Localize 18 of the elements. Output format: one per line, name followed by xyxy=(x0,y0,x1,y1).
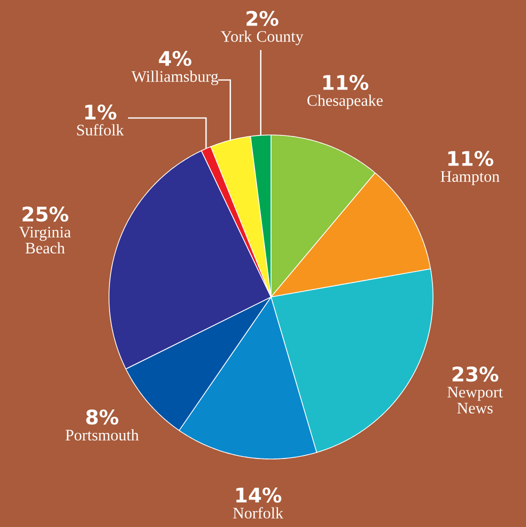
slice-label: York County xyxy=(220,30,304,46)
slice-label: Portsmouth xyxy=(66,429,139,440)
data-label: 11% xyxy=(323,74,368,90)
data-label: 2% xyxy=(246,10,278,26)
data-label: 14% xyxy=(236,488,282,503)
data-label: 23% xyxy=(452,366,498,382)
slice-label: Newport News xyxy=(447,386,503,414)
data-label: 4% xyxy=(158,50,192,66)
slice-label: Williamsburg xyxy=(131,70,218,86)
data-label: 25% xyxy=(22,206,68,222)
data-label: 11% xyxy=(448,150,494,166)
slice-label: Suffolk xyxy=(77,124,124,136)
data-label: 1% xyxy=(85,104,116,120)
slice-label: Virginia Beach xyxy=(19,226,71,254)
slice-label: Chesapeake xyxy=(307,94,383,110)
slice-label: Hampton xyxy=(440,171,500,186)
slice-label: Norfolk xyxy=(233,507,284,518)
data-label: 8% xyxy=(86,410,118,425)
